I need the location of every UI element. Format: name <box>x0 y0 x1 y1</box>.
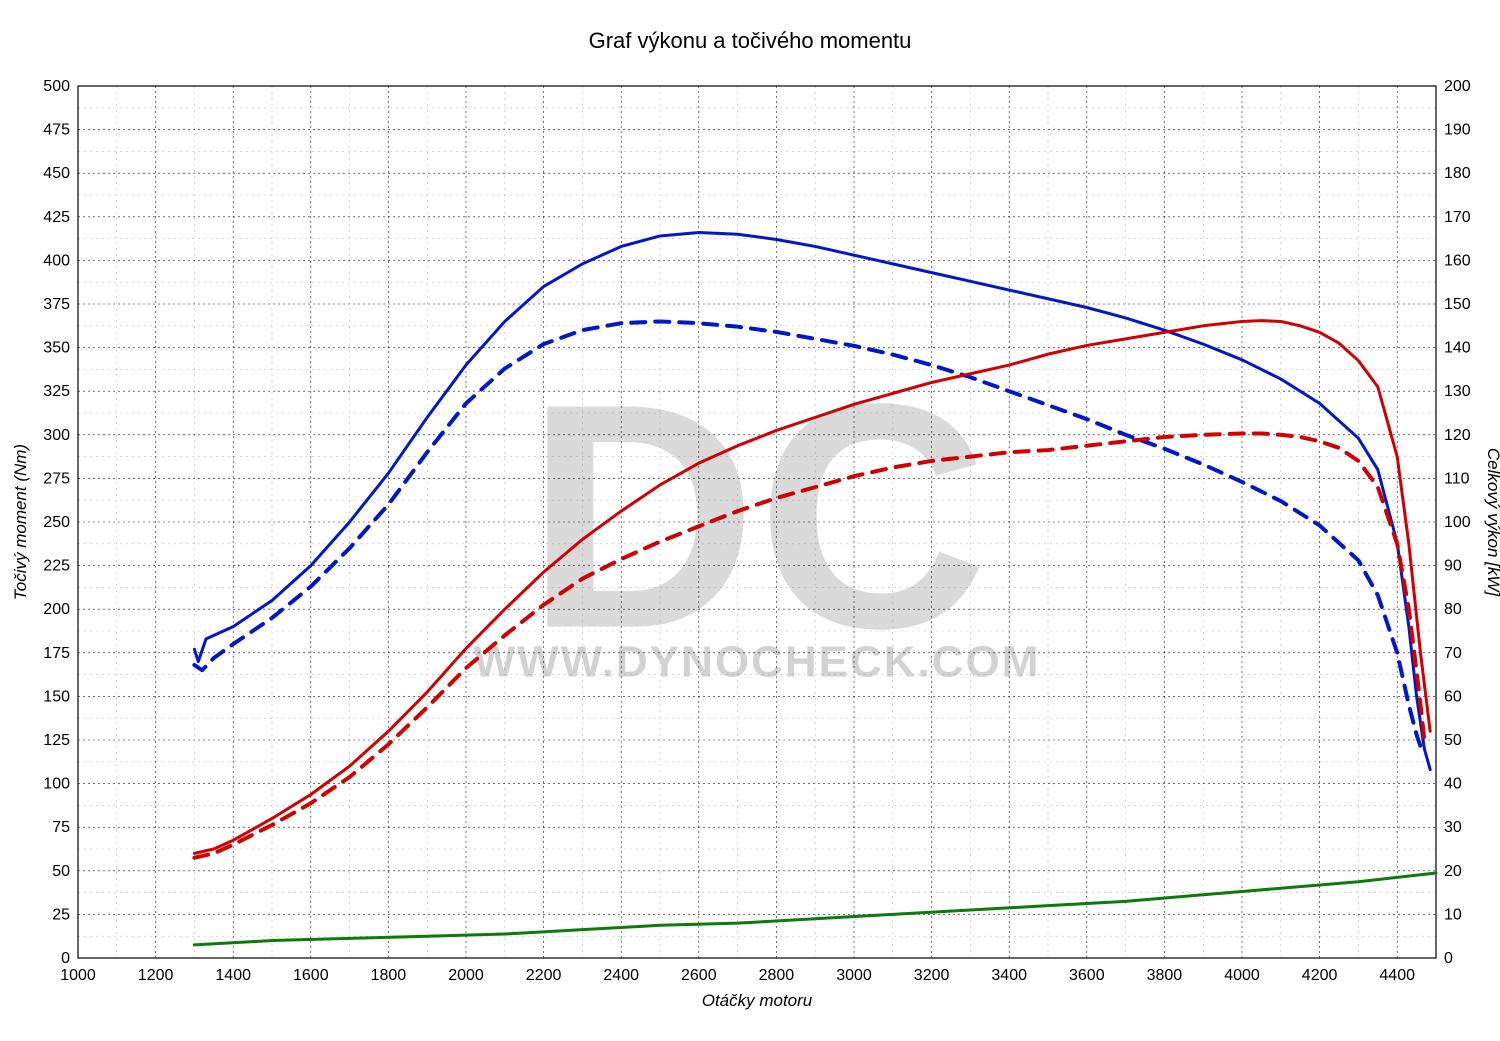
svg-text:50: 50 <box>52 863 70 880</box>
svg-text:160: 160 <box>1444 252 1471 269</box>
x-tick-labels: 1000 1200 1400 1600 1800 2000 2200 2400 2600 2800… <box>60 967 1415 984</box>
svg-text:90: 90 <box>1444 558 1462 575</box>
svg-text:3000: 3000 <box>836 967 872 984</box>
svg-text:1000: 1000 <box>60 967 96 984</box>
svg-text:1400: 1400 <box>215 967 251 984</box>
svg-text:75: 75 <box>52 819 70 836</box>
svg-text:175: 175 <box>43 645 70 662</box>
svg-text:130: 130 <box>1444 383 1471 400</box>
svg-text:400: 400 <box>43 252 70 269</box>
svg-text:2400: 2400 <box>603 967 639 984</box>
svg-text:3400: 3400 <box>991 967 1027 984</box>
svg-text:275: 275 <box>43 470 70 487</box>
dyno-chart: DCWWW.DYNOCHECK.COM100012001400160018002… <box>0 0 1500 1041</box>
svg-text:225: 225 <box>43 558 70 575</box>
svg-text:4000: 4000 <box>1224 967 1260 984</box>
y-right-tick-labels: 0 10 20 30 40 50 60 70 80 90 100 110 120 130 140 150 160… <box>1444 78 1471 967</box>
svg-text:140: 140 <box>1444 340 1471 357</box>
svg-text:500: 500 <box>43 78 70 95</box>
svg-text:250: 250 <box>43 514 70 531</box>
svg-text:2600: 2600 <box>681 967 717 984</box>
svg-text:20: 20 <box>1444 863 1462 880</box>
y-right-axis-label: Celkový výkon [kW] <box>1484 448 1500 598</box>
svg-text:180: 180 <box>1444 165 1471 182</box>
svg-text:0: 0 <box>1444 950 1453 967</box>
svg-text:200: 200 <box>43 601 70 618</box>
svg-text:375: 375 <box>43 296 70 313</box>
svg-text:40: 40 <box>1444 776 1462 793</box>
svg-text:3600: 3600 <box>1069 967 1105 984</box>
svg-text:30: 30 <box>1444 819 1462 836</box>
svg-text:1600: 1600 <box>293 967 329 984</box>
svg-text:325: 325 <box>43 383 70 400</box>
svg-text:450: 450 <box>43 165 70 182</box>
svg-text:60: 60 <box>1444 688 1462 705</box>
svg-text:190: 190 <box>1444 122 1471 139</box>
svg-text:110: 110 <box>1444 470 1470 487</box>
svg-text:1200: 1200 <box>138 967 174 984</box>
svg-text:1800: 1800 <box>371 967 407 984</box>
svg-text:25: 25 <box>52 906 70 923</box>
svg-text:2000: 2000 <box>448 967 484 984</box>
svg-text:475: 475 <box>43 122 70 139</box>
watermark: DCWWW.DYNOCHECK.COM <box>474 337 1041 695</box>
svg-text:350: 350 <box>43 340 70 357</box>
svg-text:70: 70 <box>1444 645 1462 662</box>
svg-text:3200: 3200 <box>914 967 950 984</box>
svg-text:200: 200 <box>1444 78 1471 95</box>
svg-text:100: 100 <box>1444 514 1471 531</box>
svg-text:125: 125 <box>43 732 70 749</box>
svg-text:300: 300 <box>43 427 70 444</box>
svg-text:80: 80 <box>1444 601 1462 618</box>
svg-text:120: 120 <box>1444 427 1471 444</box>
svg-text:150: 150 <box>43 688 70 705</box>
svg-text:WWW.DYNOCHECK.COM: WWW.DYNOCHECK.COM <box>474 638 1041 687</box>
svg-text:2200: 2200 <box>526 967 562 984</box>
svg-text:425: 425 <box>43 209 70 226</box>
svg-text:10: 10 <box>1444 906 1462 923</box>
svg-text:4400: 4400 <box>1379 967 1415 984</box>
svg-text:100: 100 <box>43 776 70 793</box>
y-left-tick-labels: 0 25 50 75 100 125 150 175 200 225 250 275 300 325 350… <box>43 78 70 967</box>
svg-text:0: 0 <box>61 950 70 967</box>
svg-text:2800: 2800 <box>759 967 795 984</box>
svg-text:4200: 4200 <box>1302 967 1338 984</box>
svg-text:150: 150 <box>1444 296 1471 313</box>
x-axis-label: Otáčky motoru <box>702 991 813 1010</box>
svg-text:3800: 3800 <box>1147 967 1183 984</box>
svg-text:50: 50 <box>1444 732 1462 749</box>
svg-text:170: 170 <box>1444 209 1471 226</box>
y-left-axis-label: Točivý moment (Nm) <box>11 444 30 600</box>
